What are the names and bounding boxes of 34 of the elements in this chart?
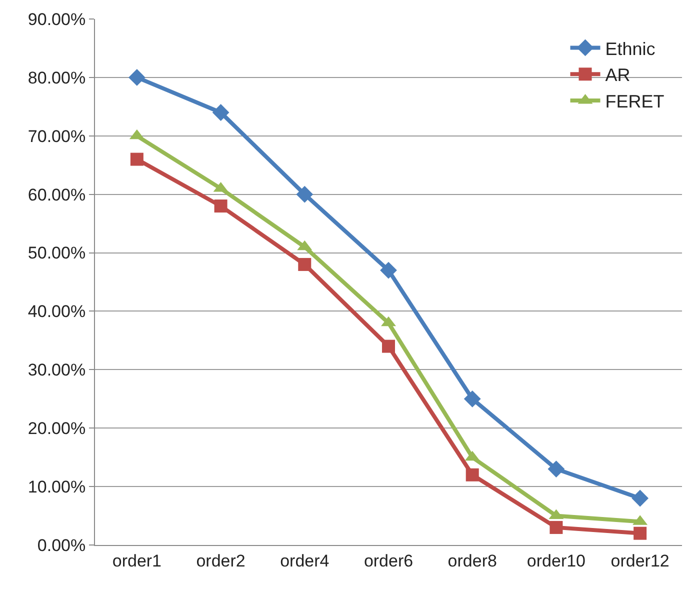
- x-tick-label: order4: [280, 551, 330, 570]
- point: [550, 520, 563, 534]
- y-tick-label: 90.00%: [28, 10, 86, 29]
- x-tick-label: order6: [364, 551, 414, 570]
- point: [212, 104, 230, 121]
- point: [380, 262, 397, 279]
- point: [548, 460, 565, 478]
- y-tick-label: 20.00%: [28, 419, 86, 438]
- x-tick-label: order1: [112, 551, 162, 570]
- point: [632, 490, 649, 507]
- y-tick-label: 50.00%: [28, 244, 86, 263]
- point: [298, 258, 312, 271]
- legend-label: FERET: [605, 92, 664, 112]
- point: [296, 186, 314, 203]
- x-tick-label: order12: [610, 551, 670, 570]
- point: [634, 526, 647, 540]
- y-tick-label: 40.00%: [28, 302, 86, 322]
- legend-label: AR: [605, 65, 630, 86]
- x-tick-label: order8: [448, 551, 497, 570]
- x-tick-label: order10: [526, 551, 586, 570]
- y-tick-label: 60.00%: [28, 185, 86, 204]
- point: [466, 468, 479, 482]
- point: [130, 152, 144, 166]
- y-tick-label: 0.00%: [37, 536, 86, 555]
- legend-label: Ethnic: [605, 38, 656, 59]
- point: [464, 390, 481, 408]
- point: [382, 340, 395, 353]
- y-tick-label: 70.00%: [28, 126, 86, 146]
- y-tick-label: 30.00%: [28, 360, 86, 380]
- y-tick-label: 80.00%: [28, 68, 86, 88]
- x-tick-label: order2: [196, 551, 246, 570]
- point: [128, 68, 146, 86]
- y-tick-label: 10.00%: [28, 478, 86, 497]
- point: [214, 200, 228, 213]
